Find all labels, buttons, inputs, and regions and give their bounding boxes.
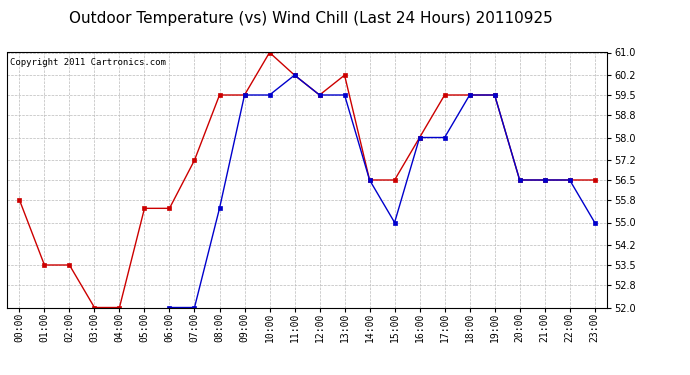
Text: Outdoor Temperature (vs) Wind Chill (Last 24 Hours) 20110925: Outdoor Temperature (vs) Wind Chill (Las… xyxy=(68,11,553,26)
Text: Copyright 2011 Cartronics.com: Copyright 2011 Cartronics.com xyxy=(10,58,166,67)
